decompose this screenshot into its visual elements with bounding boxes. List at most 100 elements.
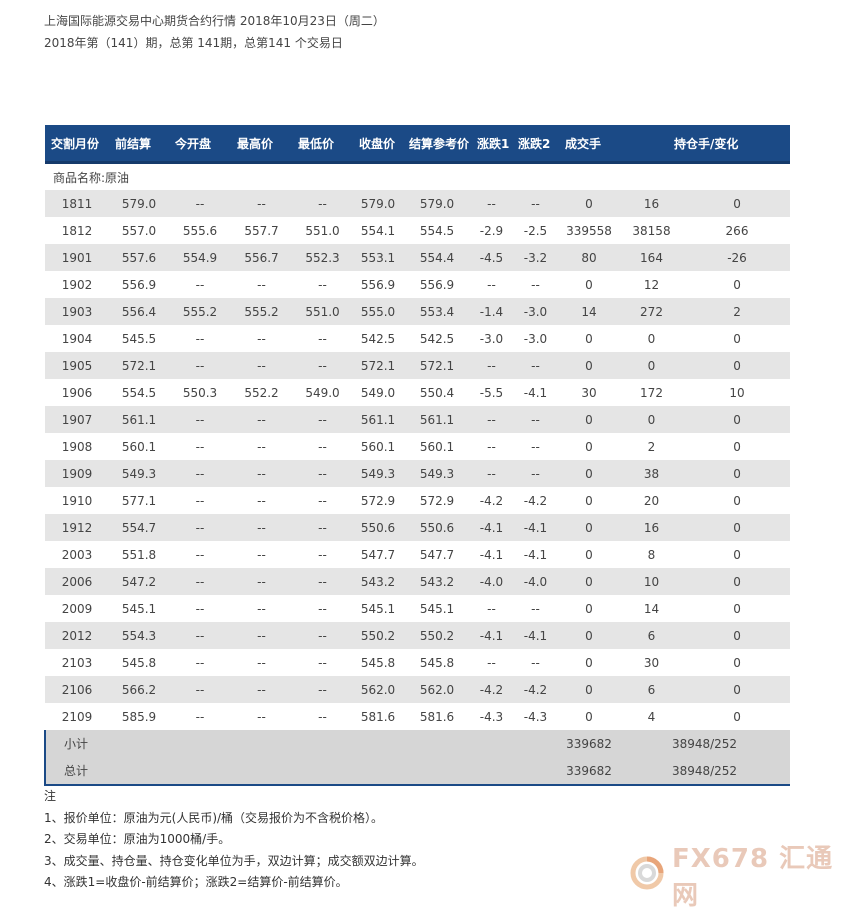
table-cell: 0 bbox=[559, 352, 619, 379]
table-cell: 553.1 bbox=[353, 244, 403, 271]
table-cell: 0 bbox=[559, 703, 619, 730]
column-header-label: 最低价 bbox=[298, 136, 335, 151]
table-cell: 572.9 bbox=[403, 487, 471, 514]
table-cell: -- bbox=[169, 325, 231, 352]
table-row: 1906 554.5 550.3 552.2 549.0 549.0 550.4 -5.5 -4… bbox=[45, 379, 791, 406]
table-cell: 551.8 bbox=[109, 541, 169, 568]
total-label: 小计 bbox=[44, 730, 559, 757]
table-cell: 557.7 bbox=[231, 217, 292, 244]
column-header-label: 交割月份 bbox=[51, 136, 100, 151]
table-cell: 0 bbox=[559, 433, 619, 460]
column-header-label: 前结算 bbox=[115, 136, 152, 151]
column-header-label: 持仓手/变化 bbox=[674, 136, 739, 151]
quote-table: 交割月份 前结算 今开盘 最高价 最低价 收盘价 结算参考价 涨跌1 涨跌2 成交手 持仓手/变化 … bbox=[44, 125, 791, 786]
table-cell: -- bbox=[512, 352, 559, 379]
total-open-interest: 38948/252 bbox=[619, 757, 791, 786]
table-cell: -- bbox=[231, 676, 292, 703]
table-cell: 1910 bbox=[45, 487, 109, 514]
table-cell: -- bbox=[292, 460, 353, 487]
table-cell: -- bbox=[292, 190, 353, 217]
table-cell: 266 bbox=[684, 217, 791, 244]
table-cell: 550.6 bbox=[403, 514, 471, 541]
watermark: FX678 汇通网 bbox=[630, 844, 856, 911]
table-cell: -- bbox=[471, 595, 512, 622]
table-cell: -- bbox=[169, 406, 231, 433]
table-cell: 0 bbox=[684, 460, 791, 487]
table-cell: -- bbox=[231, 568, 292, 595]
table-cell: 0 bbox=[559, 406, 619, 433]
table-cell: 551.0 bbox=[292, 298, 353, 325]
table-cell: 562.0 bbox=[403, 676, 471, 703]
table-cell: 80 bbox=[559, 244, 619, 271]
table-cell: 1901 bbox=[45, 244, 109, 271]
table-cell: 0 bbox=[684, 406, 791, 433]
table-cell: 554.7 bbox=[109, 514, 169, 541]
table-cell: 2003 bbox=[45, 541, 109, 568]
total-volume: 339682 bbox=[559, 730, 619, 757]
column-header: 前结算 bbox=[109, 125, 169, 164]
table-cell: -2.5 bbox=[512, 217, 559, 244]
table-cell: -- bbox=[512, 649, 559, 676]
table-cell: -4.5 bbox=[471, 244, 512, 271]
table-cell: 581.6 bbox=[353, 703, 403, 730]
table-cell: 549.3 bbox=[109, 460, 169, 487]
table-cell: 542.5 bbox=[353, 325, 403, 352]
table-row: 1909 549.3 -- -- -- 549.3 549.3 -- -- 0 38 0 bbox=[45, 460, 791, 487]
table-cell: 554.4 bbox=[403, 244, 471, 271]
table-cell: -- bbox=[292, 622, 353, 649]
table-cell: -- bbox=[292, 325, 353, 352]
table-cell: -- bbox=[231, 433, 292, 460]
logo-icon bbox=[630, 856, 664, 894]
category-label: 商品名称:原油 bbox=[45, 162, 791, 190]
table-cell: 2006 bbox=[45, 568, 109, 595]
table-cell: 577.1 bbox=[109, 487, 169, 514]
table-cell: -4.2 bbox=[471, 676, 512, 703]
table-cell: 554.3 bbox=[109, 622, 169, 649]
table-cell: 0 bbox=[684, 676, 791, 703]
table-cell: 1909 bbox=[45, 460, 109, 487]
table-cell: -4.1 bbox=[512, 541, 559, 568]
table-cell: 0 bbox=[684, 514, 791, 541]
table-cell: -3.0 bbox=[512, 325, 559, 352]
note-item: 1、报价单位：原油为元(人民币)/桶（交易报价为不含税价格）。 bbox=[44, 810, 384, 825]
table-cell: 1811 bbox=[45, 190, 109, 217]
table-cell: -- bbox=[231, 514, 292, 541]
table-cell: 550.6 bbox=[353, 514, 403, 541]
table-cell: -- bbox=[169, 514, 231, 541]
column-header: 成交手 bbox=[559, 125, 619, 164]
table-cell: 1812 bbox=[45, 217, 109, 244]
table-cell: 0 bbox=[684, 190, 791, 217]
table-cell: 6 bbox=[619, 622, 684, 649]
table-cell: 0 bbox=[559, 541, 619, 568]
table-cell: 0 bbox=[619, 406, 684, 433]
table-cell: 547.7 bbox=[403, 541, 471, 568]
table-cell: 10 bbox=[684, 379, 791, 406]
table-cell: -- bbox=[292, 487, 353, 514]
table-cell: 572.1 bbox=[353, 352, 403, 379]
table-cell: 555.2 bbox=[231, 298, 292, 325]
table-cell: -- bbox=[231, 406, 292, 433]
header-issue: 2018年第（141）期，总第 141期，总第141 个交易日 bbox=[44, 36, 343, 50]
table-cell: 566.2 bbox=[109, 676, 169, 703]
table-cell: 16 bbox=[619, 514, 684, 541]
table-cell: 38158 bbox=[619, 217, 684, 244]
table-cell: -- bbox=[471, 190, 512, 217]
table-cell: -- bbox=[231, 352, 292, 379]
table-cell: 550.3 bbox=[169, 379, 231, 406]
table-cell: -- bbox=[169, 595, 231, 622]
quote-table-container: 交割月份 前结算 今开盘 最高价 最低价 收盘价 结算参考价 涨跌1 涨跌2 成交手 持仓手/变化 … bbox=[44, 125, 791, 786]
column-header: 涨跌2 bbox=[512, 125, 559, 164]
table-cell: 557.6 bbox=[109, 244, 169, 271]
table-cell: -4.1 bbox=[471, 514, 512, 541]
table-cell: 556.9 bbox=[353, 271, 403, 298]
table-cell: 554.5 bbox=[403, 217, 471, 244]
column-header-label: 今开盘 bbox=[175, 136, 212, 151]
table-cell: 0 bbox=[559, 487, 619, 514]
table-cell: -- bbox=[292, 595, 353, 622]
table-cell: 0 bbox=[684, 352, 791, 379]
watermark-text: FX678 汇通网 bbox=[672, 844, 834, 911]
column-header-label: 涨跌2 bbox=[518, 136, 551, 151]
table-cell: 0 bbox=[684, 703, 791, 730]
table-cell: 553.4 bbox=[403, 298, 471, 325]
table-cell: 0 bbox=[559, 595, 619, 622]
